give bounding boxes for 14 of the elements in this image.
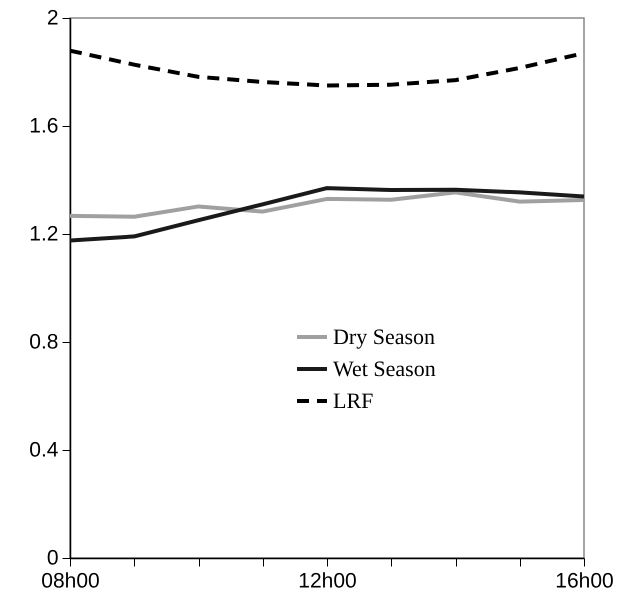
- x-tick-label: 16h00: [555, 570, 614, 592]
- x-tick-label: 08h00: [41, 570, 100, 592]
- y-tick-label: 0: [46, 546, 58, 570]
- legend-label: LRF: [333, 388, 374, 413]
- legend-label: Dry Season: [333, 324, 436, 349]
- line-series: [70, 190, 584, 219]
- y-tick-label: 2: [46, 6, 58, 30]
- y-tick-label: 1.6: [29, 114, 58, 138]
- x-tick-label: 12h00: [298, 570, 357, 592]
- y-tick-label: 1.2: [29, 222, 58, 246]
- line-series: [70, 186, 584, 242]
- y-tick-label: 0.4: [29, 438, 59, 462]
- y-tick-label: 0.8: [29, 330, 58, 354]
- legend-label: Wet Season: [333, 356, 436, 381]
